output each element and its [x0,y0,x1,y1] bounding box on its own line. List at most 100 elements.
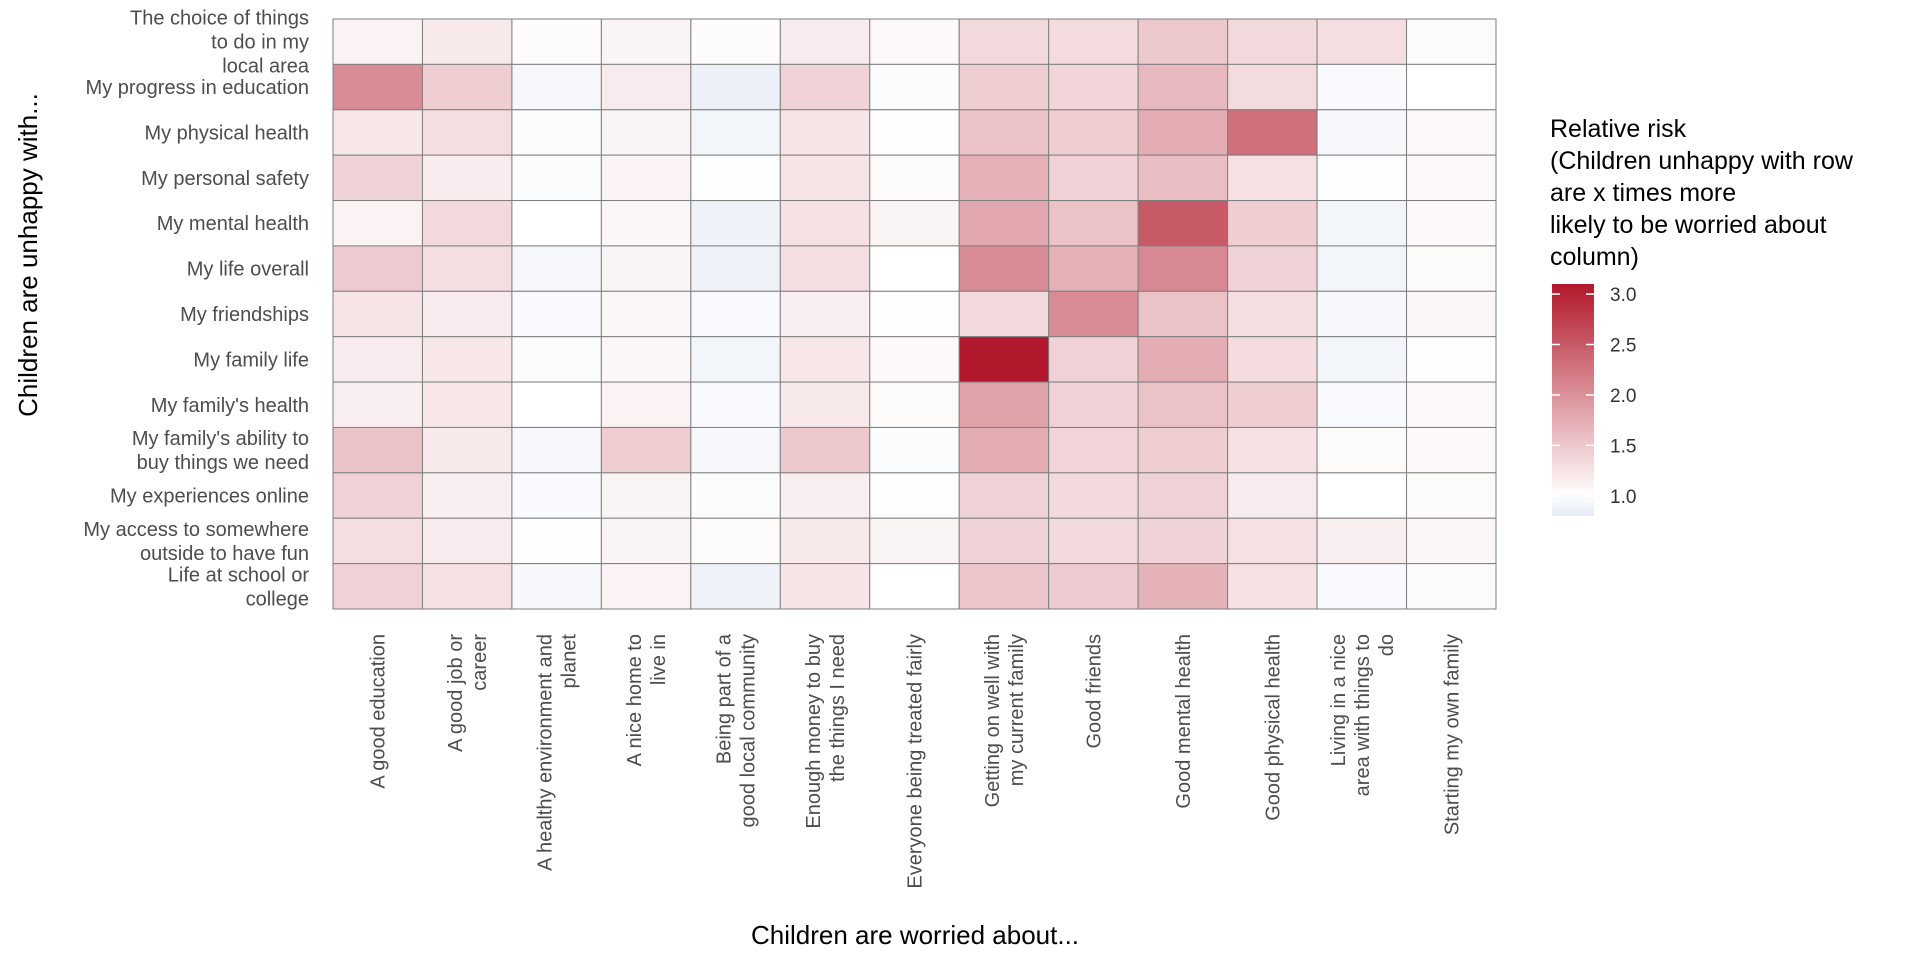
heatmap-cell [1227,517,1318,565]
column-label: Starting my own family [1441,634,1463,835]
heatmap-cell [1316,154,1408,202]
heatmap-cell [958,517,1050,565]
heatmap-cell [1137,290,1229,338]
heatmap-cell [958,18,1050,65]
heatmap-cell [1048,290,1139,338]
heatmap-cell [511,154,602,202]
row-label: Life at school or college [168,564,310,610]
heatmap-cell [1227,472,1318,519]
row-labels: The choice of things to do in my local are… [83,8,310,611]
heatmap-cell [869,472,960,519]
row-label: My family life [193,349,309,371]
heatmap-cell [332,381,423,428]
heatmap-cell [511,109,602,156]
heatmap-cell [1227,381,1318,428]
column-label: Getting on well with my current family [982,634,1028,807]
heatmap-cell [958,381,1050,428]
heatmap-cell [1406,563,1497,610]
column-label: A nice home to live in [624,634,670,766]
heatmap-cell [421,63,513,111]
row-label: My physical health [144,123,309,145]
heatmap-cell [1137,517,1229,565]
y-axis-title: Children are unhappy with... [13,93,43,417]
heatmap-cell [869,18,960,65]
heatmap-cell [600,245,692,292]
row-label: My mental health [157,213,309,235]
heatmap-cell [1406,109,1497,156]
heatmap-cell [779,472,871,519]
heatmap-cell [1316,381,1408,428]
heatmap-cell [1137,336,1229,383]
heatmap-cell [600,472,692,519]
heatmap-cell [958,63,1050,111]
heatmap-cell [958,154,1050,202]
heatmap-cell [958,109,1050,156]
row-label: The choice of things to do in my local are… [130,8,310,78]
legend-title-line: (Children unhappy with row [1550,147,1854,175]
heatmap-cell [1048,517,1139,565]
heatmap-cell [1227,290,1318,338]
column-label: Enough money to buy the things I need [803,634,849,829]
heatmap-cell [869,63,960,111]
heatmap-cell [332,563,423,610]
heatmap-cell [958,200,1050,247]
column-label: A good job or career [445,634,491,752]
heatmap-cell [332,336,423,383]
heatmap-cell [1048,63,1139,111]
heatmap-cell [1048,426,1139,474]
heatmap-cell [600,63,692,111]
heatmap-cell [779,563,871,610]
heatmap-cell [421,18,513,65]
heatmap-cell [958,290,1050,338]
heatmap-cell [421,472,513,519]
heatmap-cell [332,517,423,565]
row-label: My progress in education [86,77,309,99]
heatmap-cell [1227,336,1318,383]
heatmap-cell [869,517,960,565]
column-label: A good education [368,634,390,789]
heatmap-cell [690,472,781,519]
heatmap-cell [1227,245,1318,292]
heatmap-cell [1137,109,1229,156]
heatmap-cell [332,245,423,292]
heatmap-cell [332,109,423,156]
heatmap-cell [421,517,513,565]
heatmap-cell [869,200,960,247]
row-label: My life overall [187,259,309,281]
heatmap-cell [332,154,423,202]
heatmap-cell [1316,563,1408,610]
x-axis-title: Children are worried about... [751,920,1079,950]
heatmap-cell [958,245,1050,292]
heatmap-cell [779,18,871,65]
heatmap-cell [1227,109,1318,156]
heatmap-cell [421,290,513,338]
heatmap-cell [690,18,781,65]
heatmap-cell [1137,472,1229,519]
column-label: Good mental health [1173,634,1195,809]
heatmap-cell [511,517,602,565]
heatmap-cell [332,472,423,519]
legend-title-line: Relative risk [1550,115,1687,143]
heatmap-cell [1316,63,1408,111]
heatmap-cell [511,18,602,65]
heatmap-cell [511,245,602,292]
legend-title-line: likely to be worried about [1550,211,1827,239]
heatmap-cell [1406,336,1497,383]
heatmap-cell [600,18,692,65]
heatmap-cell [958,426,1050,474]
column-labels: A good education A good job or career A hea… [368,633,1464,888]
heatmap-cell [600,426,692,474]
column-label: A healthy environment and planet [535,634,581,871]
heatmap-cell [332,426,423,474]
heatmap-cell [1048,381,1139,428]
heatmap-cell [1137,18,1229,65]
heatmap-cell [690,563,781,610]
heatmap-cell [690,336,781,383]
heatmap-cell [690,245,781,292]
heatmap-cell [1137,563,1229,610]
heatmap-cell [600,200,692,247]
legend-title-line: are x times more [1550,179,1736,207]
heatmap-cell [1227,426,1318,474]
row-label: My family's ability to buy things we need [132,428,309,474]
